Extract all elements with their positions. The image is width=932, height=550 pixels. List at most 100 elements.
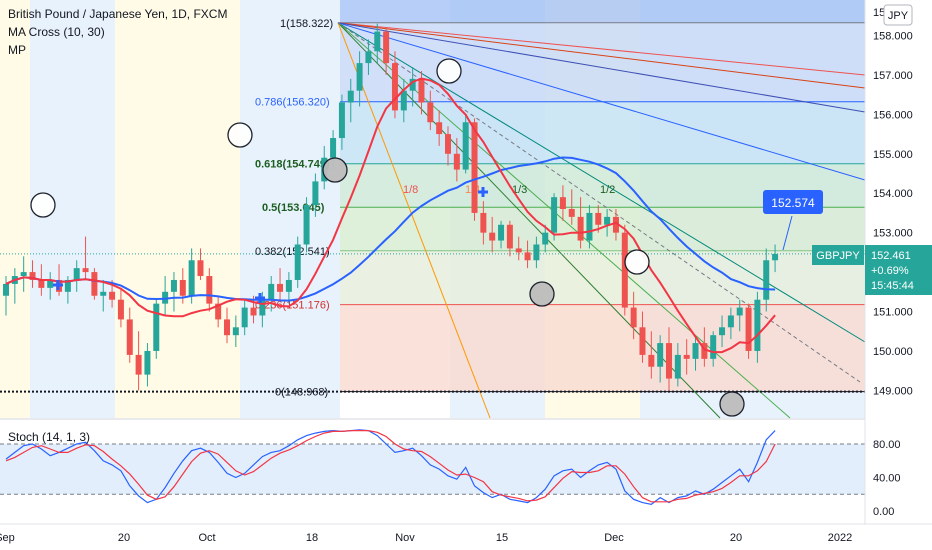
price-callout[interactable]: 152.574 bbox=[763, 190, 823, 251]
candle[interactable] bbox=[586, 205, 593, 249]
mp-circle-marker[interactable] bbox=[719, 391, 745, 417]
candle[interactable] bbox=[710, 331, 717, 367]
candle[interactable] bbox=[515, 236, 522, 261]
candle[interactable] bbox=[568, 189, 575, 225]
currency-button[interactable]: JPY bbox=[883, 4, 913, 26]
candle[interactable] bbox=[701, 327, 708, 367]
candle[interactable] bbox=[3, 276, 9, 316]
fib-level-label[interactable]: 0.786(156.320) bbox=[255, 97, 330, 109]
candle[interactable] bbox=[277, 268, 284, 300]
candle[interactable] bbox=[29, 260, 36, 288]
candle[interactable] bbox=[268, 276, 275, 312]
candle[interactable] bbox=[462, 114, 469, 174]
candle[interactable] bbox=[471, 118, 478, 221]
candle[interactable] bbox=[736, 299, 743, 332]
candle[interactable] bbox=[604, 209, 611, 237]
candle[interactable] bbox=[409, 67, 416, 107]
candle[interactable] bbox=[551, 193, 558, 241]
candle[interactable] bbox=[20, 256, 27, 292]
candles[interactable] bbox=[3, 23, 779, 391]
candle[interactable] bbox=[117, 287, 124, 328]
candle[interactable] bbox=[91, 268, 98, 300]
candle[interactable] bbox=[294, 236, 301, 288]
candle[interactable] bbox=[498, 220, 505, 249]
candle[interactable] bbox=[206, 268, 213, 312]
candle[interactable] bbox=[480, 201, 487, 245]
candle[interactable] bbox=[436, 110, 443, 146]
stoch-k-line[interactable] bbox=[5, 429, 776, 505]
candle[interactable] bbox=[648, 331, 655, 379]
currency-button-label[interactable]: JPY bbox=[888, 10, 909, 22]
price-axis[interactable]: 158.000 157.000 156.000 155.000 154.000 153.0… bbox=[812, 0, 932, 550]
mp-indicator-label[interactable]: MP bbox=[8, 43, 26, 57]
candle[interactable] bbox=[170, 272, 177, 312]
candle[interactable] bbox=[692, 335, 699, 371]
candle[interactable] bbox=[559, 185, 566, 221]
candle[interactable] bbox=[338, 94, 345, 150]
candle[interactable] bbox=[612, 209, 619, 241]
candle[interactable] bbox=[224, 307, 230, 344]
candle[interactable] bbox=[347, 78, 354, 123]
candle[interactable] bbox=[126, 307, 133, 363]
mp-markers[interactable] bbox=[30, 58, 745, 417]
candle[interactable] bbox=[365, 39, 372, 75]
candle[interactable] bbox=[285, 272, 292, 304]
callout-value[interactable]: 152.574 bbox=[771, 196, 815, 210]
candle[interactable] bbox=[303, 197, 310, 253]
candle[interactable] bbox=[241, 299, 248, 336]
candle[interactable] bbox=[100, 279, 107, 312]
candle[interactable] bbox=[135, 331, 142, 391]
mp-circle-marker[interactable] bbox=[529, 281, 555, 307]
ma-slow-line[interactable] bbox=[5, 156, 776, 302]
candle[interactable] bbox=[356, 51, 363, 107]
symbol-name[interactable]: GBPJPY bbox=[816, 250, 860, 262]
candle[interactable] bbox=[719, 315, 726, 348]
symbol-price-badge[interactable]: GBPJPY 152.461 +0.69% 15:45:44 bbox=[812, 245, 932, 295]
candle[interactable] bbox=[188, 248, 195, 304]
candle[interactable] bbox=[542, 224, 549, 253]
fib-level-label[interactable]: 1(158.322) bbox=[280, 18, 333, 30]
stoch-label[interactable]: Stoch (14, 1, 3) bbox=[8, 430, 90, 444]
mp-circle-marker[interactable] bbox=[30, 192, 56, 218]
candle[interactable] bbox=[197, 248, 204, 280]
candle[interactable] bbox=[639, 311, 646, 363]
chart-title[interactable]: British Pound / Japanese Yen, 1D, FXCM bbox=[8, 7, 228, 21]
candle[interactable] bbox=[577, 197, 584, 249]
candle[interactable] bbox=[657, 335, 664, 383]
candle[interactable] bbox=[630, 291, 637, 340]
candle[interactable] bbox=[453, 138, 460, 182]
candle[interactable] bbox=[745, 303, 752, 359]
mp-circle-marker[interactable] bbox=[436, 58, 462, 84]
candle[interactable] bbox=[666, 327, 672, 391]
candle[interactable] bbox=[506, 220, 513, 257]
fib-level-label[interactable]: 0.382(152.541) bbox=[255, 246, 330, 258]
candle[interactable] bbox=[772, 244, 779, 273]
mp-circle-marker[interactable] bbox=[322, 157, 348, 183]
candle[interactable] bbox=[427, 90, 434, 131]
candle[interactable] bbox=[153, 299, 160, 359]
candle[interactable] bbox=[400, 78, 407, 123]
ma-cross-indicator-label[interactable]: MA Cross (10, 30) bbox=[8, 25, 105, 39]
fib-level-label[interactable]: 0.618(154.749) bbox=[255, 159, 330, 171]
candle[interactable] bbox=[621, 224, 628, 316]
fib-retracement[interactable]: 1(158.322) 0.786(156.320) 0.618(154.749) 0.… bbox=[255, 0, 865, 399]
stoch-d-line[interactable] bbox=[5, 430, 776, 503]
candle[interactable] bbox=[754, 291, 761, 363]
candle[interactable] bbox=[683, 339, 690, 375]
candle[interactable] bbox=[391, 51, 398, 119]
candle[interactable] bbox=[232, 315, 239, 348]
candle[interactable] bbox=[312, 173, 319, 217]
candle[interactable] bbox=[674, 343, 681, 387]
mp-circle-marker[interactable] bbox=[227, 122, 253, 148]
mp-circle-marker[interactable] bbox=[624, 249, 650, 275]
candle[interactable] bbox=[215, 295, 222, 328]
candle[interactable] bbox=[144, 343, 151, 387]
candle[interactable] bbox=[727, 307, 734, 340]
candle[interactable] bbox=[489, 216, 496, 253]
candle[interactable] bbox=[73, 260, 80, 292]
candle[interactable] bbox=[524, 240, 531, 269]
candle[interactable] bbox=[47, 272, 54, 300]
candle[interactable] bbox=[445, 126, 451, 166]
candle[interactable] bbox=[763, 248, 770, 312]
